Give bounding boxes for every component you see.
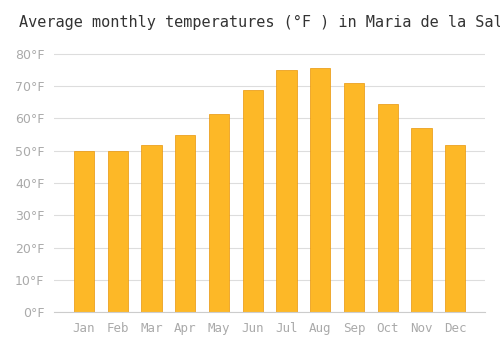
Bar bbox=[108, 151, 128, 312]
Bar bbox=[412, 128, 432, 312]
Bar bbox=[175, 135, 196, 312]
Bar bbox=[142, 145, 162, 312]
Bar bbox=[242, 90, 263, 312]
Bar bbox=[74, 152, 94, 312]
Bar bbox=[344, 83, 364, 312]
Title: Average monthly temperatures (°F ) in Maria de la Salut: Average monthly temperatures (°F ) in Ma… bbox=[18, 15, 500, 30]
Bar bbox=[445, 145, 466, 312]
Bar bbox=[209, 114, 229, 312]
Bar bbox=[378, 104, 398, 312]
Bar bbox=[276, 70, 296, 312]
Bar bbox=[310, 68, 330, 312]
